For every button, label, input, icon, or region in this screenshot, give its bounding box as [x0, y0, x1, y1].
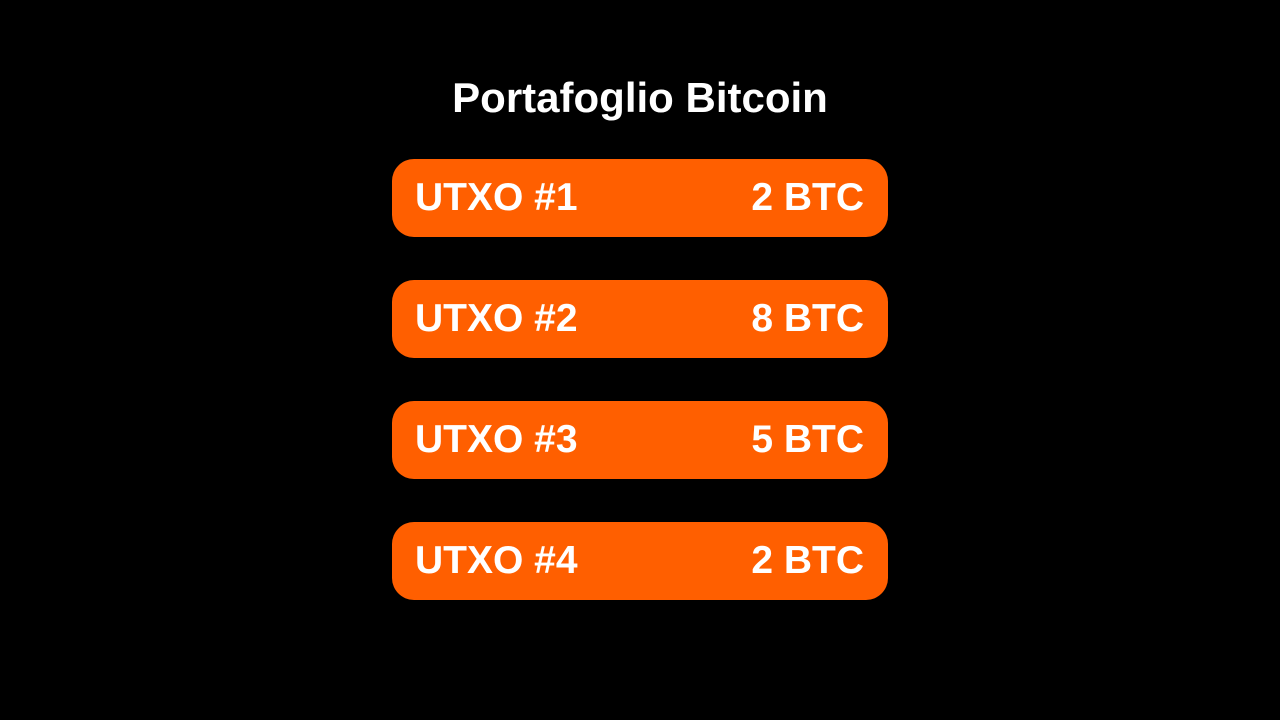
utxo-amount: 8 BTC [751, 297, 864, 340]
utxo-amount: 2 BTC [751, 539, 864, 582]
utxo-label: UTXO #4 [415, 539, 578, 582]
utxo-row-3: UTXO #3 5 BTC [392, 401, 888, 479]
utxo-row-4: UTXO #4 2 BTC [392, 522, 888, 600]
utxo-row-2: UTXO #2 8 BTC [392, 280, 888, 358]
utxo-label: UTXO #2 [415, 297, 578, 340]
utxo-row-1: UTXO #1 2 BTC [392, 159, 888, 237]
utxo-label: UTXO #3 [415, 418, 578, 461]
utxo-list: UTXO #1 2 BTC UTXO #2 8 BTC UTXO #3 5 BT… [392, 159, 888, 600]
utxo-amount: 2 BTC [751, 176, 864, 219]
utxo-label: UTXO #1 [415, 176, 578, 219]
utxo-amount: 5 BTC [751, 418, 864, 461]
page-title: Portafoglio Bitcoin [452, 74, 828, 121]
